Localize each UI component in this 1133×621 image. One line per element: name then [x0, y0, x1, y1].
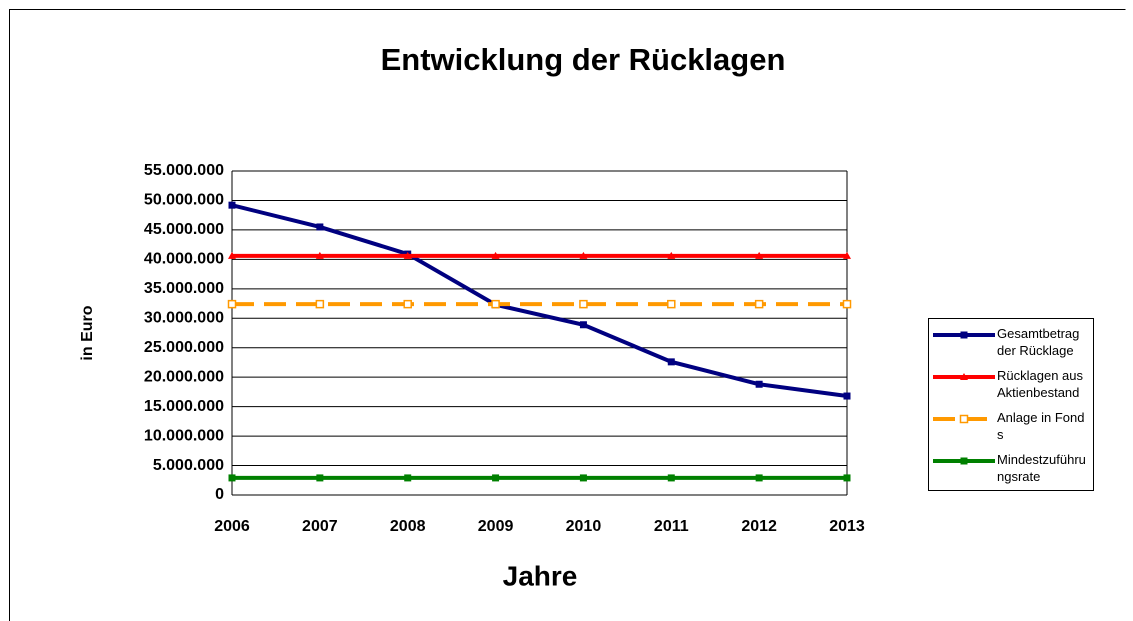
marker — [579, 251, 588, 259]
x-tick-label: 2012 — [741, 518, 777, 535]
y-tick-label: 10.000.000 — [144, 427, 224, 444]
legend-entry: Anlage in Fonds — [929, 409, 1093, 451]
y-tick-label: 35.000.000 — [144, 280, 224, 297]
legend-entry: Gesamtbetrag der Rücklage — [929, 325, 1093, 367]
y-tick-label: 0 — [215, 486, 224, 503]
marker — [227, 299, 237, 309]
y-tick-label: 50.000.000 — [144, 192, 224, 209]
y-tick-label: 45.000.000 — [144, 221, 224, 238]
marker — [959, 414, 969, 424]
marker — [315, 251, 324, 259]
legend-swatch — [933, 414, 995, 424]
marker — [667, 474, 675, 482]
y-tick-label: 15.000.000 — [144, 398, 224, 415]
y-tick-label: 5.000.000 — [153, 457, 224, 474]
marker — [842, 299, 852, 309]
y-axis-title: in Euro — [79, 305, 96, 360]
legend-label: Mindestzuführungsrate — [997, 452, 1086, 484]
marker — [960, 373, 968, 380]
chart-title: Entwicklung der Rücklagen — [381, 42, 786, 77]
x-tick-label: 2009 — [478, 518, 514, 535]
marker — [579, 299, 588, 309]
marker — [579, 474, 587, 482]
series-line — [231, 203, 848, 399]
marker — [755, 474, 763, 482]
marker — [667, 358, 675, 366]
marker — [667, 251, 676, 259]
marker — [228, 474, 236, 482]
x-tick-label: 2008 — [390, 518, 426, 535]
legend-swatch — [933, 457, 995, 465]
y-tick-label: 55.000.000 — [144, 162, 224, 179]
marker — [755, 251, 764, 259]
marker — [228, 251, 236, 259]
x-tick-label: 2011 — [654, 518, 689, 535]
marker — [755, 380, 763, 388]
legend-entry: Mindestzuführungsrate — [929, 451, 1093, 493]
legend-entry: Rücklagen aus Aktienbestand — [929, 367, 1093, 409]
y-tick-label: 40.000.000 — [144, 251, 224, 268]
marker — [404, 474, 412, 482]
marker — [843, 392, 851, 400]
legend-swatch — [933, 373, 995, 380]
legend-label: Rücklagen aus Aktienbestand — [997, 368, 1083, 400]
y-tick-label: 20.000.000 — [144, 368, 224, 385]
marker — [667, 299, 676, 309]
marker — [960, 331, 968, 339]
legend: Gesamtbetrag der Rücklage Rücklagen aus A… — [928, 318, 1094, 491]
legend-swatch — [933, 331, 995, 339]
marker — [843, 474, 851, 482]
marker — [491, 299, 500, 309]
marker — [492, 474, 500, 482]
x-tick-label: 2006 — [214, 518, 250, 535]
x-tick-label: 2007 — [302, 518, 338, 535]
marker — [960, 457, 968, 465]
marker — [403, 299, 412, 309]
y-tick-label: 30.000.000 — [144, 309, 224, 326]
y-tick-label: 25.000.000 — [144, 339, 224, 356]
marker — [316, 223, 324, 231]
legend-label: Anlage in Fonds — [997, 410, 1085, 442]
marker — [754, 299, 764, 309]
x-tick-label: 2013 — [829, 518, 865, 535]
marker — [843, 251, 851, 259]
x-axis-title: Jahre — [503, 560, 578, 591]
marker — [315, 299, 325, 309]
x-tick-label: 2010 — [566, 518, 602, 535]
legend-label: Gesamtbetrag der Rücklage — [997, 326, 1080, 358]
marker — [579, 321, 587, 329]
marker — [316, 474, 324, 482]
marker — [228, 201, 236, 209]
marker — [491, 251, 500, 259]
marker — [403, 251, 412, 259]
chart-border — [9, 9, 1126, 621]
